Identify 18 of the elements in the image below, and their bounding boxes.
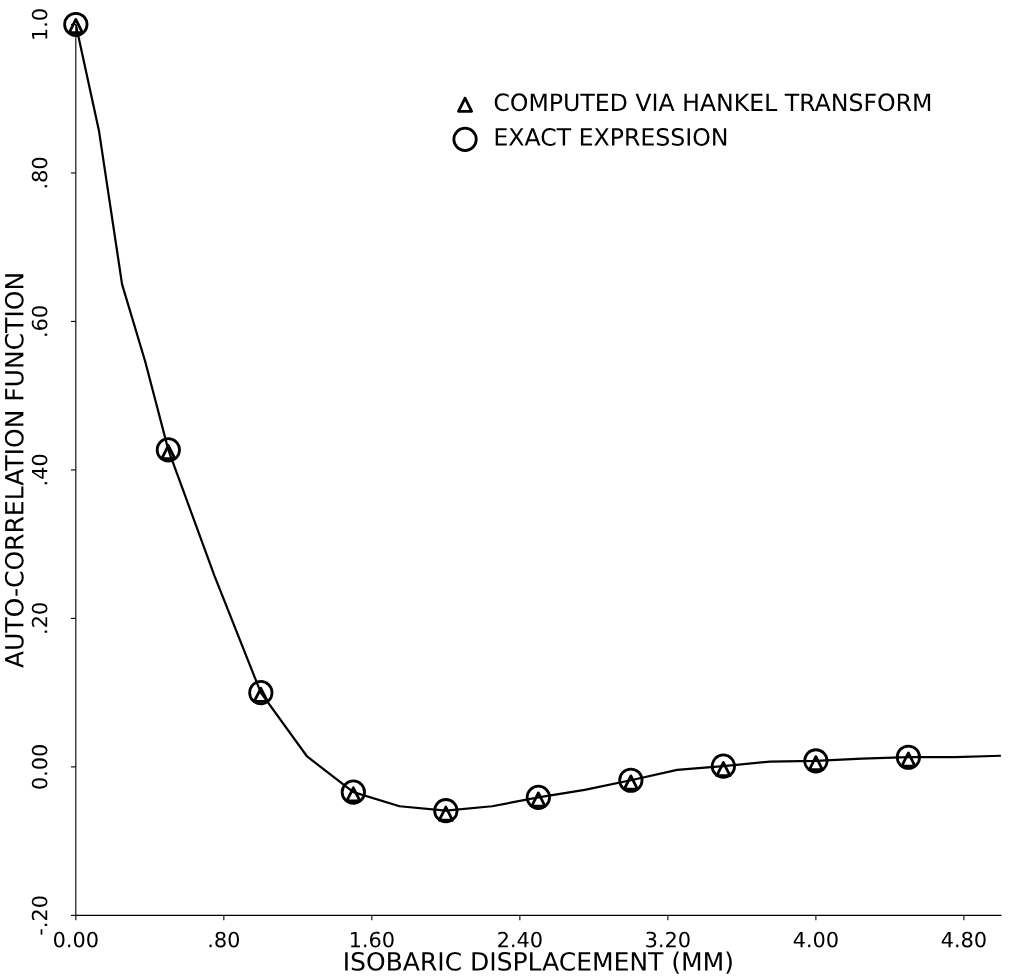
y-tick-label: .60 <box>31 306 48 336</box>
y-tick-label: .80 <box>31 157 48 188</box>
x-tick-label: 4.80 <box>941 931 986 948</box>
x-tick-label: 4.00 <box>793 931 838 948</box>
legend-label: EXACT EXPRESSION <box>495 128 727 146</box>
y-tick-label: .40 <box>31 454 48 485</box>
x-tick-label: 1.60 <box>350 931 394 948</box>
y-tick-label: 1.0 <box>31 9 48 39</box>
x-tick-label: 0.00 <box>54 931 98 948</box>
x-tick-label: 3.20 <box>646 931 690 948</box>
y-axis-title: AUTO-CORRELATION FUNCTION <box>4 274 24 668</box>
y-tick-label: .20 <box>31 603 48 633</box>
y-tick-label: -.20 <box>31 896 48 935</box>
legend-label: COMPUTED VIA HANKEL TRANSFORM <box>494 93 931 112</box>
x-axis-title: ISOBARIC DISPLACEMENT (MM) <box>345 951 732 974</box>
y-tick-label: 0.00 <box>31 745 48 789</box>
x-tick-label: .80 <box>209 931 240 948</box>
x-tick-label: 2.40 <box>498 931 542 948</box>
